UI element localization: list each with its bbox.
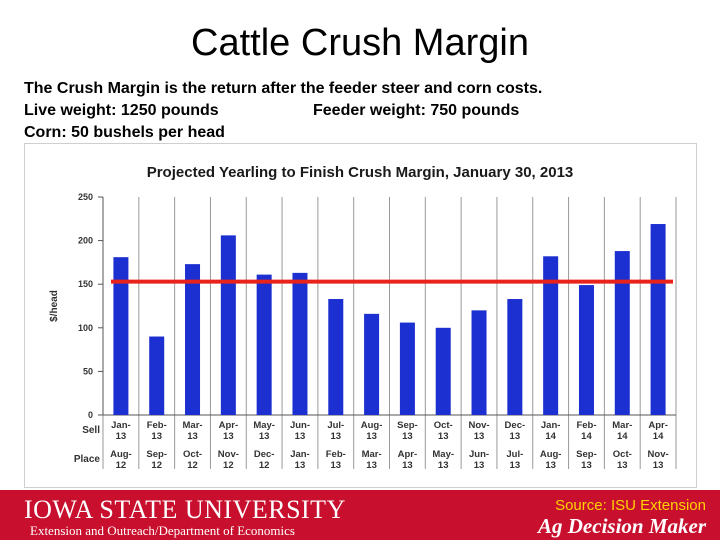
y-tick-label: 250 <box>78 192 93 202</box>
sell-month-label: Mar-13 <box>183 420 203 442</box>
y-tick-label: 50 <box>83 366 93 376</box>
place-month-label: Jun-13 <box>469 449 489 471</box>
slide-title: Cattle Crush Margin <box>191 22 529 64</box>
place-month-label: Jul-13 <box>506 449 523 471</box>
place-month-label: Sep-12 <box>146 449 167 471</box>
place-month-label: Aug-13 <box>540 449 562 471</box>
sell-month-label: Mar-14 <box>612 420 632 442</box>
sell-month-label: May-13 <box>253 420 275 442</box>
live-weight-text: Live weight: 1250 pounds <box>24 102 219 119</box>
y-tick-label: 200 <box>78 236 93 246</box>
bar <box>113 257 129 415</box>
department-name: Extension and Outreach/Department of Eco… <box>30 523 295 538</box>
place-month-label: Nov-12 <box>218 449 239 471</box>
sell-month-label: Apr-13 <box>219 420 239 442</box>
feeder-weight-text: Feeder weight: 750 pounds <box>313 102 520 119</box>
place-month-label: Feb-13 <box>326 449 346 471</box>
bar <box>543 256 559 415</box>
bar <box>650 224 666 415</box>
bar <box>399 322 415 415</box>
bar <box>471 310 487 415</box>
place-month-label: Apr-13 <box>398 449 418 471</box>
sell-month-label: Feb-13 <box>147 420 167 442</box>
y-tick-label: 150 <box>78 279 93 289</box>
chart-title: Projected Yearling to Finish Crush Margi… <box>147 164 574 181</box>
bar <box>364 313 380 415</box>
sell-month-label: Dec-13 <box>505 420 526 442</box>
university-name: IOWA STATE UNIVERSITY <box>24 495 346 524</box>
sell-month-label: Jan-14 <box>541 420 561 442</box>
sell-month-label: Apr-14 <box>648 420 668 442</box>
sell-month-label: Jul-13 <box>327 420 344 442</box>
place-month-label: Aug-12 <box>110 449 132 471</box>
bar <box>185 264 201 415</box>
y-tick-label: 100 <box>78 323 93 333</box>
place-month-label: Dec-12 <box>254 449 275 471</box>
sell-month-label: Oct-13 <box>434 420 453 442</box>
bar <box>220 235 236 415</box>
bar <box>149 336 165 415</box>
source-text: Source: ISU Extension <box>555 497 706 514</box>
crush-margin-chart: Projected Yearling to Finish Crush Margi… <box>49 164 677 471</box>
bar <box>328 299 344 415</box>
row-label-place: Place <box>74 454 101 465</box>
bar <box>435 327 451 415</box>
place-month-label: Sep-13 <box>576 449 597 471</box>
bar <box>614 251 630 415</box>
bar <box>507 299 523 415</box>
bar <box>256 274 272 415</box>
sell-month-label: Aug-13 <box>361 420 383 442</box>
chart-frame: Projected Yearling to Finish Crush Margi… <box>24 143 697 488</box>
sell-month-label: Nov-13 <box>468 420 489 442</box>
description-line-1: The Crush Margin is the return after the… <box>24 80 543 97</box>
place-month-label: Oct-12 <box>183 449 202 471</box>
y-axis-label: $/head <box>49 290 60 322</box>
place-month-label: Jan-13 <box>290 449 310 471</box>
bar <box>292 272 308 415</box>
brand-name: Ag Decision Maker <box>538 514 706 538</box>
place-month-label: Nov-13 <box>648 449 669 471</box>
place-month-label: Oct-13 <box>613 449 632 471</box>
row-label-sell: Sell <box>82 425 100 436</box>
sell-month-label: Feb-14 <box>576 420 596 442</box>
sell-month-label: Jun-13 <box>290 420 310 442</box>
bar <box>578 285 594 415</box>
place-month-label: Mar-13 <box>362 449 382 471</box>
sell-month-label: Jan-13 <box>111 420 131 442</box>
place-month-label: May-13 <box>432 449 454 471</box>
corn-text: Corn: 50 bushels per head <box>24 124 225 141</box>
footer-bar <box>0 490 720 540</box>
y-tick-label: 0 <box>88 410 93 420</box>
sell-month-label: Sep-13 <box>397 420 418 442</box>
